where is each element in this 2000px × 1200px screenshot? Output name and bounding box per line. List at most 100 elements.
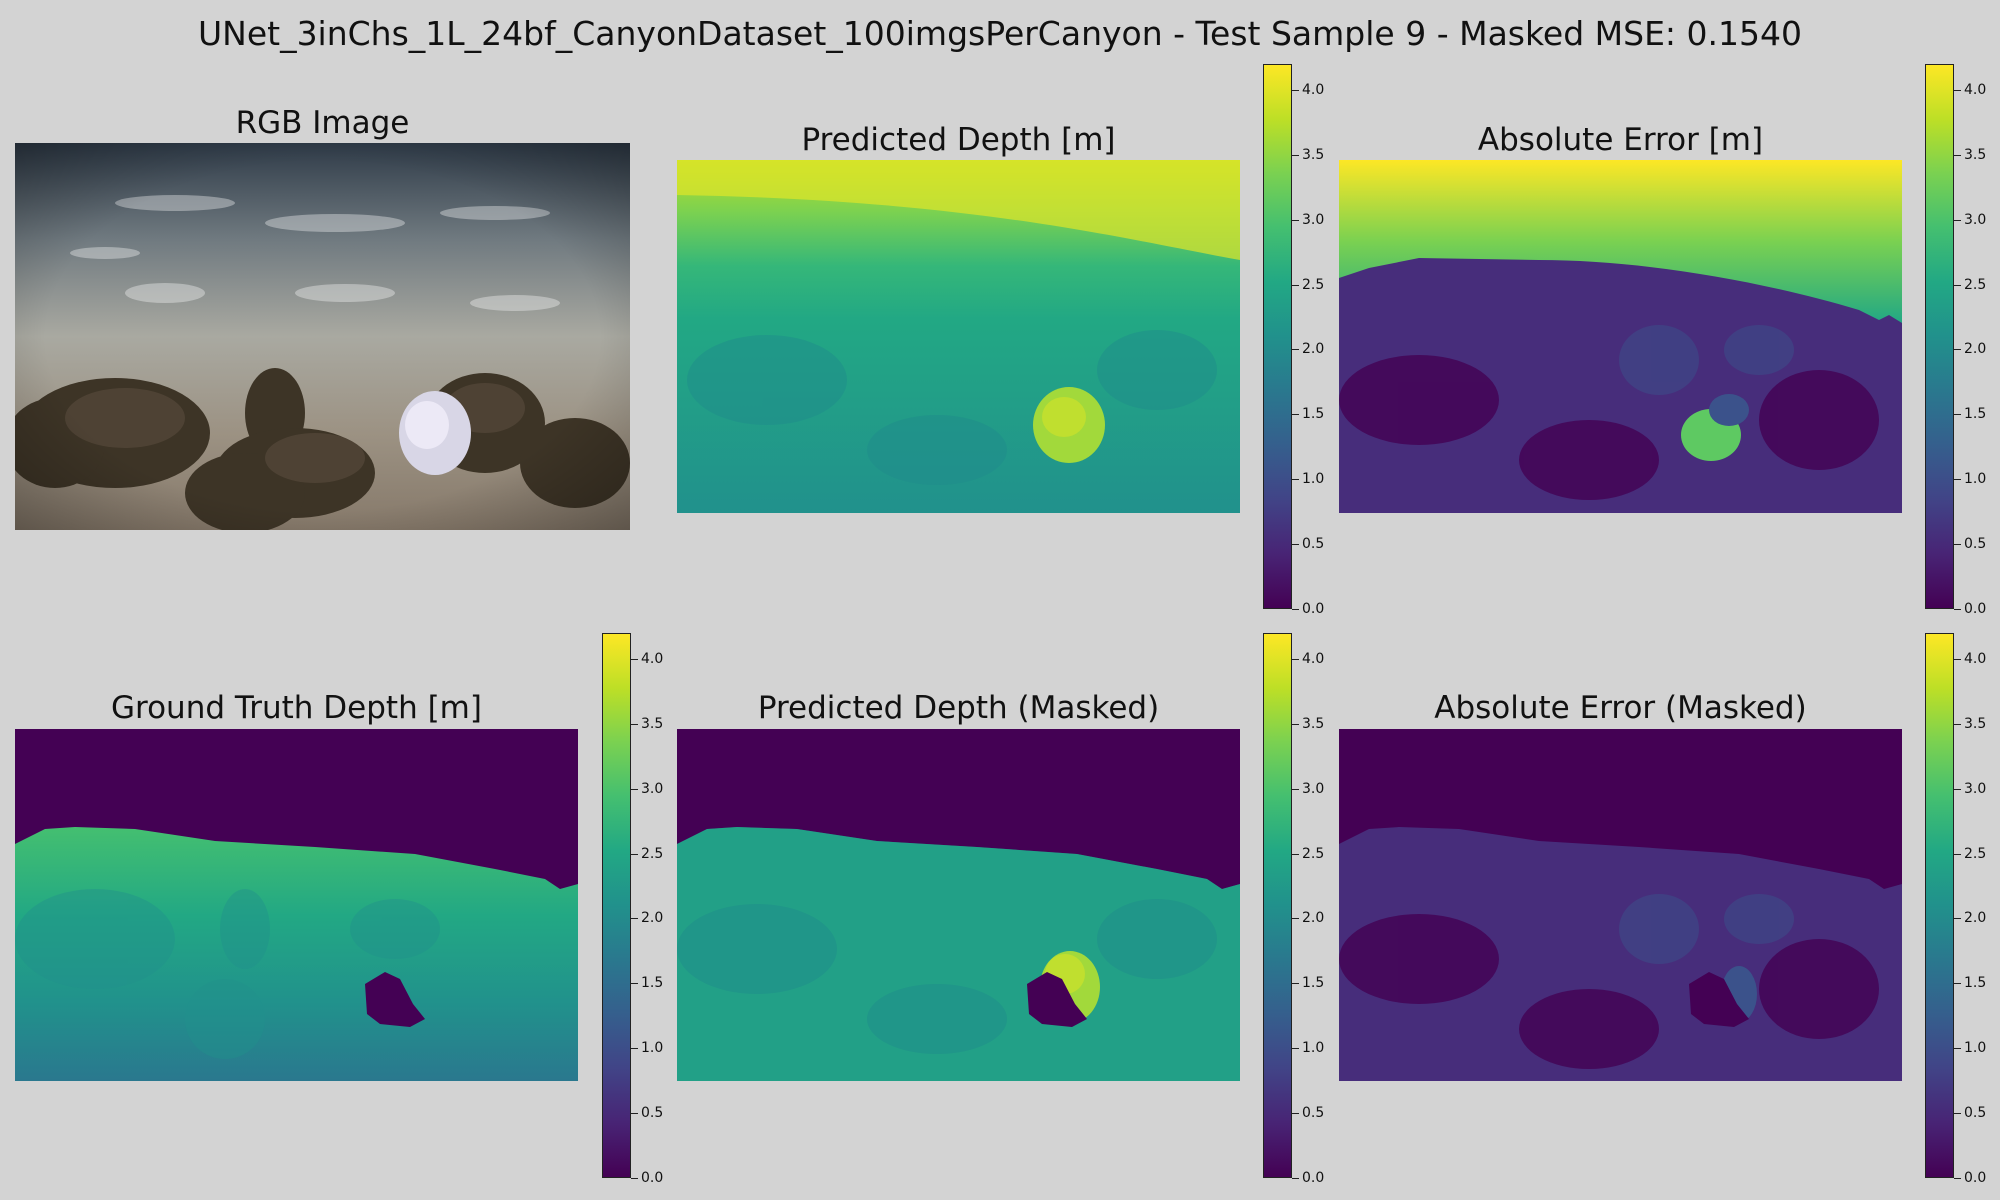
colorbar-pred-masked-tick-label: 3.5 bbox=[1302, 716, 1325, 732]
colorbar-err-tick-label: 3.5 bbox=[1964, 147, 1987, 163]
predicted-depth-image bbox=[677, 160, 1240, 513]
absolute-error-image bbox=[1339, 160, 1902, 513]
colorbar-err-tick-label: 0.5 bbox=[1964, 536, 1987, 552]
colorbar-pred-tick-label: 4.0 bbox=[1302, 82, 1325, 98]
panel-title-err: Absolute Error [m] bbox=[1477, 122, 1764, 158]
predicted-depth-masked-image bbox=[677, 729, 1240, 1081]
colorbar-err-masked-tick bbox=[1954, 724, 1961, 725]
panel-title-err-masked: Absolute Error (Masked) bbox=[1434, 690, 1807, 726]
colorbar-err-masked-tick-label: 0.5 bbox=[1964, 1105, 1987, 1121]
colorbar-pred-masked-tick bbox=[1292, 659, 1299, 660]
colorbar-err-tick bbox=[1954, 220, 1961, 221]
ground-truth-depth-image bbox=[15, 729, 578, 1081]
colorbar-pred-tick-label: 1.0 bbox=[1302, 471, 1325, 487]
colorbar-err bbox=[1925, 64, 1954, 609]
colorbar-pred-tick-label: 3.0 bbox=[1302, 212, 1325, 228]
colorbar-err-masked-tick-label: 2.5 bbox=[1964, 846, 1987, 862]
colorbar-gt-tick bbox=[631, 918, 638, 919]
colorbar-err-tick bbox=[1954, 155, 1961, 156]
colorbar-pred-masked-tick-label: 0.0 bbox=[1302, 1170, 1325, 1186]
colorbar-err-tick-label: 2.5 bbox=[1964, 277, 1987, 293]
colorbar-pred-tick-label: 3.5 bbox=[1302, 147, 1325, 163]
colorbar-gt-tick bbox=[631, 1048, 638, 1049]
panel-title-pred: Predicted Depth [m] bbox=[801, 122, 1116, 158]
colorbar-pred-tick bbox=[1292, 414, 1299, 415]
colorbar-pred-masked-tick-label: 3.0 bbox=[1302, 781, 1325, 797]
colorbar-err-masked-tick bbox=[1954, 659, 1961, 660]
colorbar-err-masked-tick bbox=[1954, 1113, 1961, 1114]
colorbar-gt-tick bbox=[631, 789, 638, 790]
colorbar-gt-tick-label: 2.0 bbox=[641, 910, 664, 926]
colorbar-pred bbox=[1263, 64, 1292, 609]
colorbar-err-masked-tick bbox=[1954, 854, 1961, 855]
colorbar-err-tick bbox=[1954, 285, 1961, 286]
colorbar-gt-tick-label: 4.0 bbox=[641, 651, 664, 667]
colorbar-pred-tick-label: 1.5 bbox=[1302, 406, 1325, 422]
colorbar-pred-tick bbox=[1292, 285, 1299, 286]
colorbar-gt-tick bbox=[631, 1178, 638, 1179]
colorbar-pred-tick bbox=[1292, 479, 1299, 480]
colorbar-pred-masked-tick bbox=[1292, 918, 1299, 919]
colorbar-pred-tick bbox=[1292, 220, 1299, 221]
colorbar-err-tick-label: 1.5 bbox=[1964, 406, 1987, 422]
colorbar-err-masked-tick-label: 4.0 bbox=[1964, 651, 1987, 667]
colorbar-pred-masked-tick bbox=[1292, 1178, 1299, 1179]
colorbar-gt-tick-label: 0.5 bbox=[641, 1105, 664, 1121]
colorbar-pred-masked-tick bbox=[1292, 724, 1299, 725]
colorbar-pred-masked-tick bbox=[1292, 1113, 1299, 1114]
rgb-image bbox=[15, 143, 630, 530]
colorbar-pred-masked-tick bbox=[1292, 983, 1299, 984]
colorbar-gt bbox=[602, 633, 631, 1178]
colorbar-pred-tick bbox=[1292, 90, 1299, 91]
colorbar-pred-masked-tick bbox=[1292, 854, 1299, 855]
figure-title: UNet_3inChs_1L_24bf_CanyonDataset_100img… bbox=[197, 14, 1802, 53]
colorbar-pred-tick-label: 2.5 bbox=[1302, 277, 1325, 293]
colorbar-pred-tick bbox=[1292, 155, 1299, 156]
colorbar-pred-tick-label: 2.0 bbox=[1302, 341, 1325, 357]
colorbar-pred-tick bbox=[1292, 544, 1299, 545]
colorbar-pred-masked-tick-label: 2.0 bbox=[1302, 910, 1325, 926]
colorbar-pred-masked-tick-label: 1.0 bbox=[1302, 1040, 1325, 1056]
colorbar-err-masked-tick bbox=[1954, 789, 1961, 790]
colorbar-gt-tick bbox=[631, 983, 638, 984]
colorbar-pred-masked-tick-label: 0.5 bbox=[1302, 1105, 1325, 1121]
colorbar-err-tick-label: 1.0 bbox=[1964, 471, 1987, 487]
colorbar-gt-tick-label: 2.5 bbox=[641, 846, 664, 862]
colorbar-pred-masked-tick-label: 1.5 bbox=[1302, 975, 1325, 991]
colorbar-err-masked-tick-label: 3.5 bbox=[1964, 716, 1987, 732]
colorbar-err-masked bbox=[1925, 633, 1954, 1178]
colorbar-pred-masked-tick bbox=[1292, 789, 1299, 790]
colorbar-err-masked-tick-label: 0.0 bbox=[1964, 1170, 1987, 1186]
colorbar-err-tick-label: 2.0 bbox=[1964, 341, 1987, 357]
colorbar-err-tick bbox=[1954, 479, 1961, 480]
colorbar-pred-tick bbox=[1292, 349, 1299, 350]
colorbar-pred-tick-label: 0.5 bbox=[1302, 536, 1325, 552]
colorbar-pred-masked-tick-label: 2.5 bbox=[1302, 846, 1325, 862]
colorbar-err-masked-tick bbox=[1954, 1048, 1961, 1049]
colorbar-err-masked-tick bbox=[1954, 1178, 1961, 1179]
colorbar-err-tick-label: 3.0 bbox=[1964, 212, 1987, 228]
colorbar-pred-masked-tick-label: 4.0 bbox=[1302, 651, 1325, 667]
colorbar-err-tick bbox=[1954, 414, 1961, 415]
panel-title-rgb: RGB Image bbox=[235, 105, 410, 141]
colorbar-gt-tick-label: 1.0 bbox=[641, 1040, 664, 1056]
colorbar-pred-masked bbox=[1263, 633, 1292, 1178]
panel-title-pred-masked: Predicted Depth (Masked) bbox=[757, 690, 1160, 726]
colorbar-gt-tick-label: 1.5 bbox=[641, 975, 664, 991]
colorbar-gt-tick-label: 0.0 bbox=[641, 1170, 664, 1186]
colorbar-err-tick bbox=[1954, 544, 1961, 545]
colorbar-pred-tick-label: 0.0 bbox=[1302, 601, 1325, 617]
colorbar-err-tick bbox=[1954, 349, 1961, 350]
colorbar-err-tick-label: 0.0 bbox=[1964, 601, 1987, 617]
absolute-error-masked-image bbox=[1339, 729, 1902, 1081]
panel-title-gt: Ground Truth Depth [m] bbox=[111, 690, 482, 726]
colorbar-gt-tick bbox=[631, 854, 638, 855]
colorbar-gt-tick-label: 3.5 bbox=[641, 716, 664, 732]
colorbar-pred-masked-tick bbox=[1292, 1048, 1299, 1049]
colorbar-err-masked-tick-label: 1.0 bbox=[1964, 1040, 1987, 1056]
colorbar-pred-tick bbox=[1292, 609, 1299, 610]
colorbar-err-tick bbox=[1954, 90, 1961, 91]
colorbar-gt-tick bbox=[631, 1113, 638, 1114]
colorbar-err-tick bbox=[1954, 609, 1961, 610]
colorbar-err-masked-tick-label: 3.0 bbox=[1964, 781, 1987, 797]
